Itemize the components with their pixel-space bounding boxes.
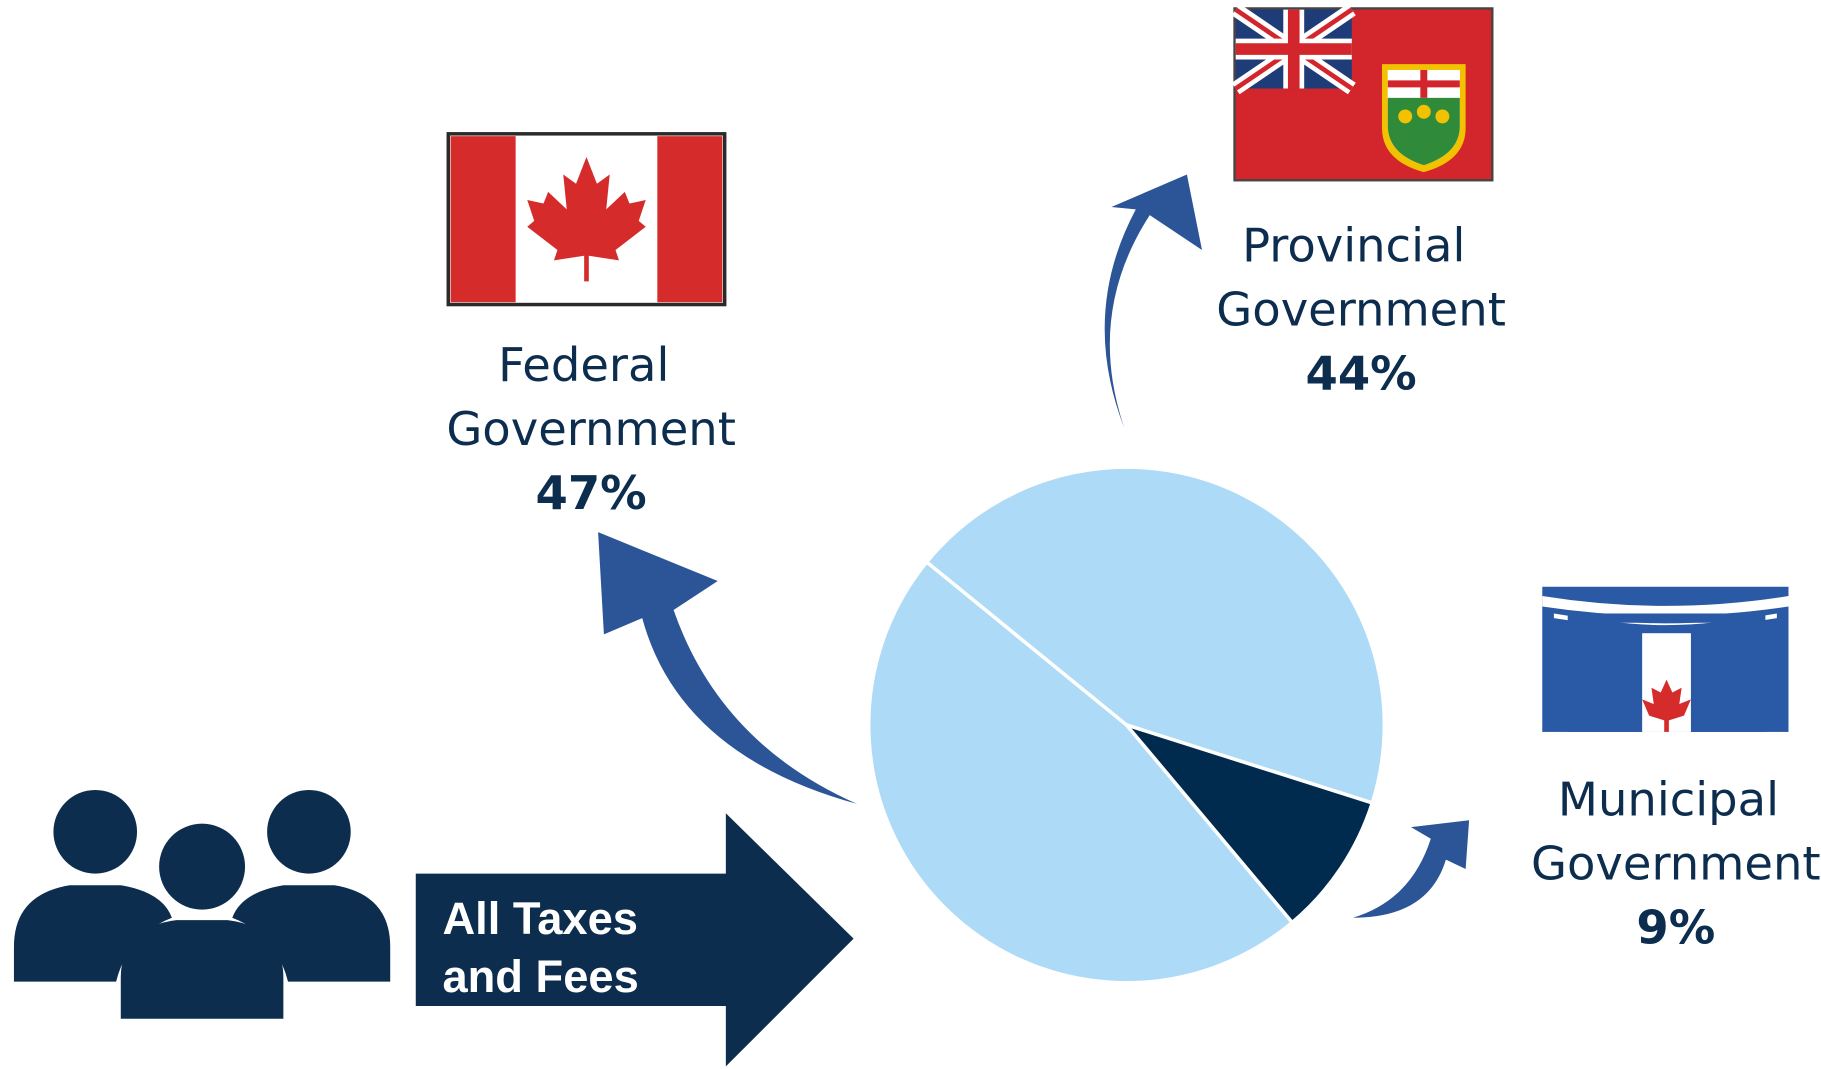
value-label: 44%	[1306, 346, 1417, 400]
canada-flag	[446, 132, 727, 307]
pie	[866, 465, 1387, 985]
category-label: Municipal Government	[1531, 773, 1821, 891]
value-label: 47%	[536, 466, 647, 520]
category-label: Provincial Government	[1216, 219, 1506, 337]
flow-arrows	[598, 174, 1470, 918]
pie-slice	[1121, 721, 1375, 925]
value-label: 9%	[1636, 900, 1715, 954]
pie-slice	[866, 559, 1295, 985]
category-label: Federal Government	[446, 338, 736, 456]
provincial-arrow	[1104, 174, 1202, 428]
annotation: All Taxes and Fees	[442, 893, 650, 1002]
toronto-flag	[1542, 586, 1789, 732]
people-icon	[13, 789, 391, 1019]
ontario-flag	[1231, 3, 1494, 182]
taxes-arrow	[415, 813, 854, 1067]
pie-slice	[924, 465, 1387, 806]
municipal-arrow	[1352, 820, 1470, 918]
federal-arrow	[598, 532, 858, 804]
